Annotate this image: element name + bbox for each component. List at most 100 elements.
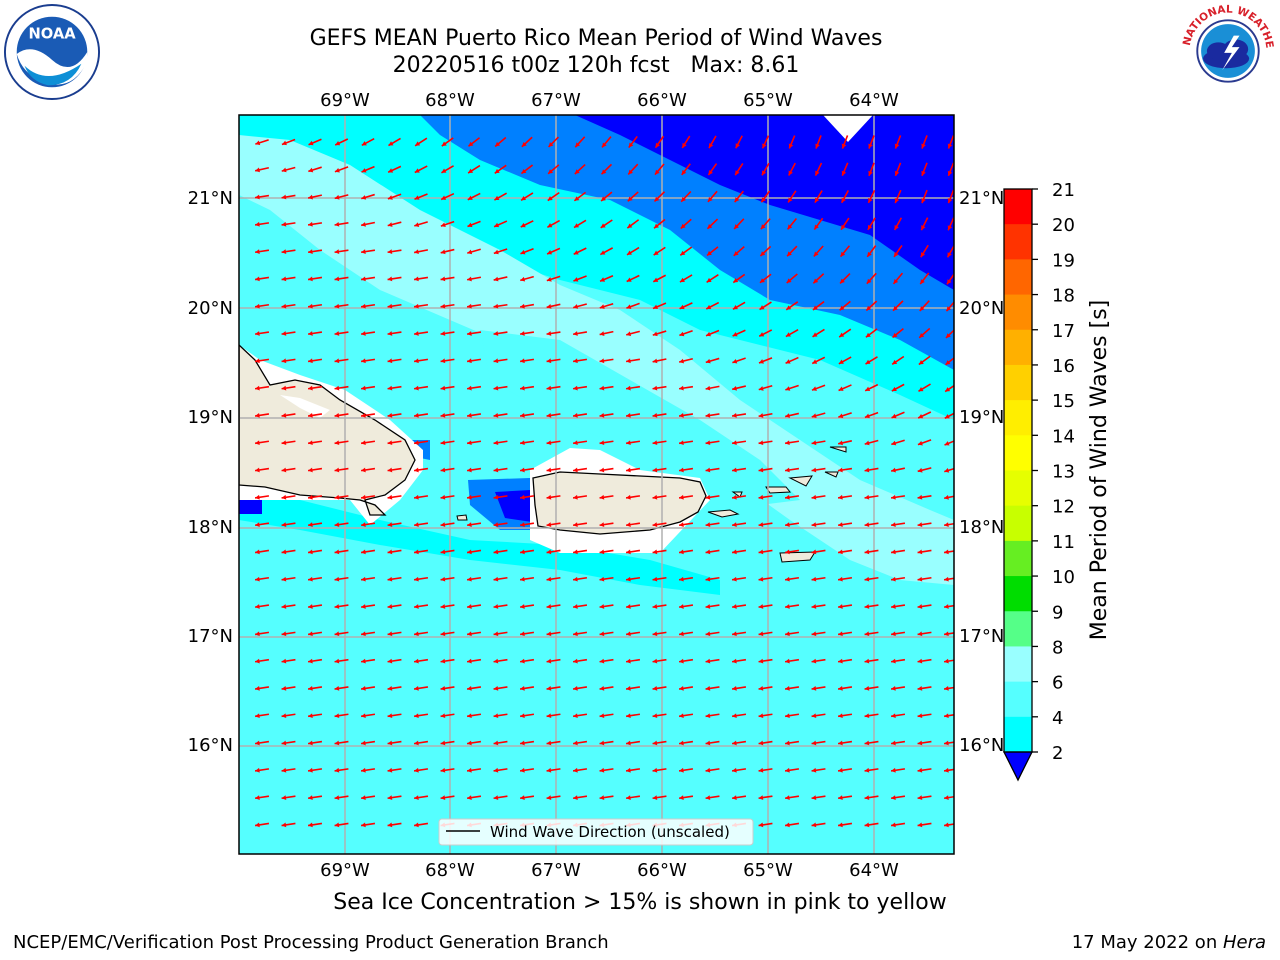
- wave-arrow-head: [838, 713, 843, 719]
- wave-arrow-head: [626, 631, 631, 637]
- wave-arrow-head: [919, 306, 925, 311]
- wave-arrow-head: [440, 494, 446, 500]
- wave-arrow-head: [521, 195, 527, 201]
- wave-arrow-head: [652, 467, 658, 473]
- wave-arrow-head: [706, 304, 712, 310]
- wave-arrow-head: [945, 387, 951, 392]
- wave-arrow-head: [867, 224, 873, 230]
- wave-arrow-head: [308, 604, 313, 609]
- noaa-logo-text: NOAA: [28, 25, 76, 42]
- wave-arrow-head: [626, 413, 631, 418]
- wave-arrow-head: [758, 576, 764, 582]
- wave-arrow-head: [705, 795, 711, 800]
- wave-arrow-head: [467, 440, 472, 446]
- wave-arrow-head: [361, 303, 366, 309]
- wave-arrow-head: [864, 686, 870, 691]
- wave-arrow-head: [440, 767, 446, 773]
- wave-arrow-head: [387, 795, 393, 800]
- wave-arrow-head: [493, 740, 499, 746]
- wave-arrow-head: [387, 385, 393, 391]
- wave-arrow-head: [705, 358, 711, 364]
- wave-arrow-head: [732, 331, 738, 337]
- wave-arrow-head: [709, 143, 714, 149]
- wave-arrow-head: [732, 713, 737, 719]
- wave-arrow-head: [706, 331, 711, 337]
- wave-arrow-head: [811, 386, 817, 391]
- wave-arrow-head: [705, 631, 711, 637]
- wave-arrow-head: [601, 169, 607, 175]
- wave-arrow-head: [811, 467, 817, 473]
- wave-arrow-head: [917, 604, 923, 609]
- wave-arrow-head: [414, 604, 419, 609]
- wave-arrow-head: [838, 795, 843, 800]
- colorbar-tick-label: 6: [1052, 673, 1063, 694]
- wave-arrow-head: [652, 549, 658, 555]
- wave-arrow-head: [894, 225, 899, 231]
- wave-arrow-head: [281, 631, 287, 637]
- wave-arrow-head: [838, 767, 843, 773]
- wave-arrow-head: [281, 303, 287, 309]
- wave-arrow-head: [467, 795, 472, 800]
- wave-arrow-head: [599, 658, 605, 664]
- wave-arrow-head: [811, 822, 817, 828]
- wave-arrow-head: [255, 795, 260, 800]
- wave-arrow-head: [947, 198, 953, 204]
- wave-arrow-head: [387, 303, 393, 309]
- wave-arrow-head: [414, 713, 419, 719]
- lon-label-top: 65°W: [743, 90, 793, 111]
- wave-arrow-head: [679, 576, 684, 582]
- wave-arrow-head: [785, 522, 790, 527]
- wave-arrow-head: [334, 576, 340, 582]
- wave-arrow-head: [414, 549, 419, 555]
- wave-arrow-head: [440, 222, 446, 228]
- wave-arrow-head: [917, 631, 923, 637]
- wave-arrow-head: [361, 740, 366, 746]
- wave-arrow-head: [414, 168, 420, 173]
- wave-arrow-head: [255, 140, 261, 146]
- wave-arrow-head: [334, 494, 340, 500]
- wave-arrow-head: [255, 631, 260, 637]
- wave-arrow-head: [467, 522, 472, 527]
- wave-arrow-head: [573, 494, 578, 500]
- wave-arrow-head: [891, 467, 896, 473]
- wave-arrow-head: [655, 142, 660, 148]
- wave-arrow-head: [440, 385, 446, 391]
- wave-arrow-head: [758, 494, 764, 500]
- wave-arrow-head: [467, 467, 472, 473]
- wave-arrow-head: [785, 359, 791, 364]
- wave-arrow-head: [758, 767, 764, 773]
- wave-arrow-head: [334, 467, 340, 473]
- wave-arrow-head: [627, 196, 633, 202]
- wave-arrow-head: [546, 358, 552, 364]
- wave-arrow-head: [679, 413, 684, 418]
- wave-arrow-head: [785, 713, 790, 719]
- wave-arrow-head: [520, 576, 525, 582]
- wave-arrow-head: [653, 277, 659, 282]
- colorbar-tick-label: 14: [1052, 426, 1075, 447]
- wave-arrow-head: [679, 304, 685, 310]
- colorbar-tick-label: 8: [1052, 637, 1063, 658]
- wave-arrow-head: [891, 386, 897, 392]
- wave-arrow-head: [652, 440, 658, 446]
- wave-arrow-head: [440, 713, 446, 719]
- wave-arrow-head: [546, 631, 552, 637]
- wave-arrow-head: [891, 631, 896, 637]
- wave-arrow-head: [654, 196, 660, 202]
- wave-arrow-head: [334, 740, 340, 746]
- wave-arrow-head: [308, 194, 313, 200]
- wave-arrow-head: [918, 360, 924, 365]
- wave-arrow-head: [679, 440, 684, 446]
- lon-label-bottom: 66°W: [637, 860, 687, 881]
- wave-arrow-head: [387, 467, 393, 473]
- wave-arrow-head: [361, 358, 366, 364]
- wave-arrow-head: [841, 170, 847, 176]
- wave-arrow-head: [705, 740, 711, 746]
- wave-arrow-head: [679, 467, 684, 473]
- wave-arrow-head: [707, 197, 713, 202]
- wave-arrow-head: [811, 795, 817, 800]
- wave-arrow-head: [255, 358, 260, 364]
- wave-arrow-head: [652, 522, 658, 527]
- wave-arrow-head: [467, 276, 472, 282]
- wave-arrow-head: [679, 494, 684, 500]
- wave-arrow-head: [868, 143, 873, 149]
